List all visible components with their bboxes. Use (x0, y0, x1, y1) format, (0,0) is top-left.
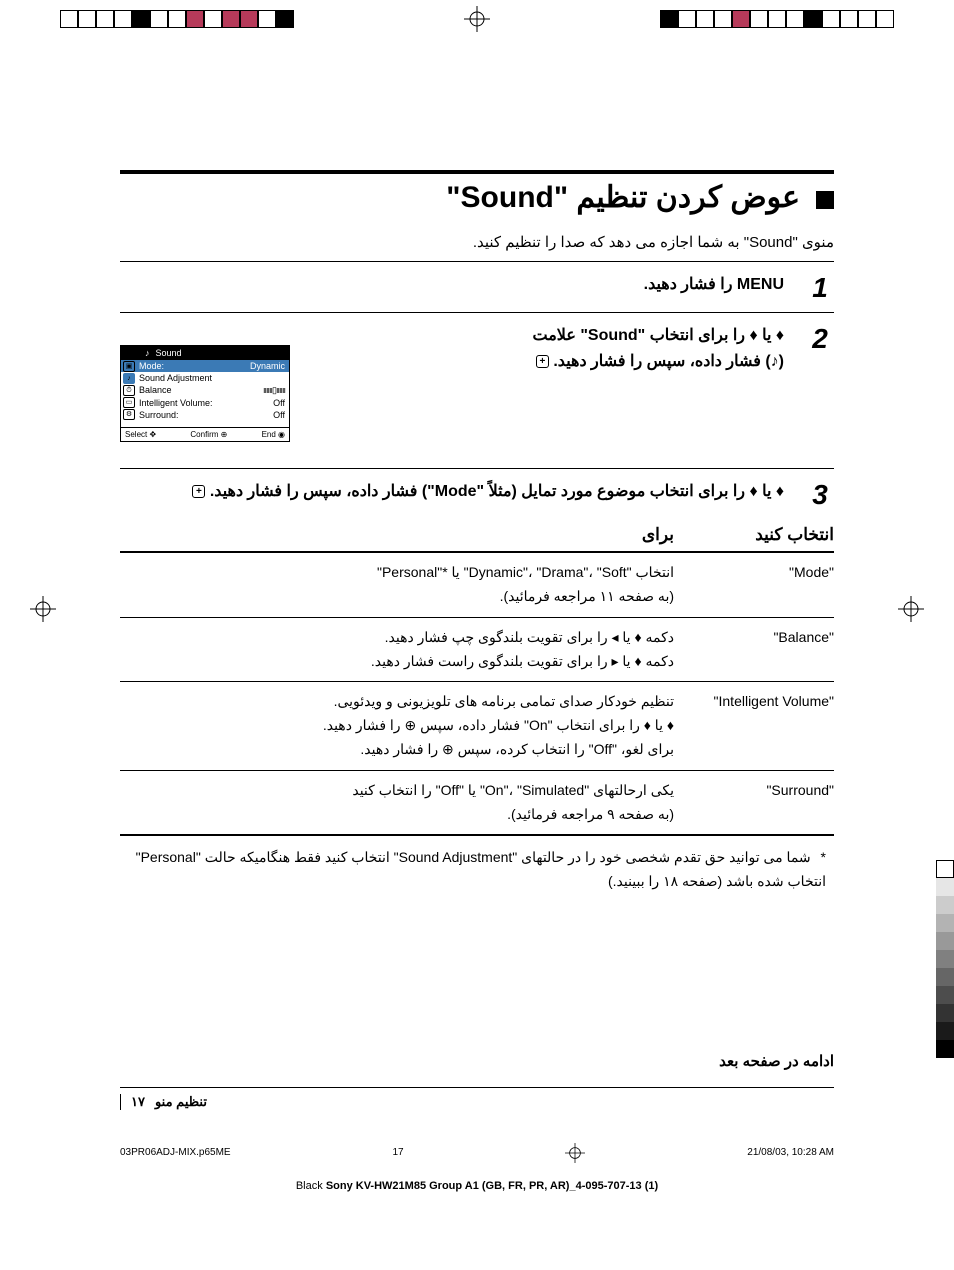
divider (120, 261, 834, 262)
page-content: عوض کردن تنظیم "Sound" منوی "Sound" به ش… (120, 170, 834, 894)
table-cell: تنظیم خودکار صدای تمامی برنامه های تلویز… (120, 690, 674, 761)
registration-mark-right (898, 596, 924, 627)
table-header-cell: برای (120, 525, 674, 545)
table-row: "Mode" انتخاب "Dynamic"، "Drama"، "Soft"… (120, 553, 834, 618)
page-title-row: عوض کردن تنظیم "Sound" (120, 180, 834, 215)
page-number: ۱۷ (120, 1094, 145, 1110)
registration-mark-left (30, 596, 56, 627)
color-bar-right (660, 10, 894, 28)
osd-category-icons: ▣ ♪ ⏱ ▭ ⚙ (123, 360, 137, 421)
footnote: * شما می توانید حق تقدم شخصی خود را در ح… (120, 846, 834, 894)
timer-icon: ⏱ (123, 385, 135, 396)
page-footer: تنظیم منو ۱۷ (120, 1087, 834, 1110)
osd-title: ♪Sound (121, 346, 289, 360)
title-rule (120, 170, 834, 174)
grayscale-strip (936, 860, 954, 1058)
print-meta-row-2: Black Sony KV-HW21M85 Group A1 (GB, FR, … (120, 1180, 834, 1192)
ok-button-icon: + (192, 485, 205, 498)
table-cell: انتخاب "Dynamic"، "Drama"، "Soft" یا *"P… (120, 561, 674, 609)
footnote-text: شما می توانید حق تقدم شخصی خود را در حال… (136, 849, 826, 889)
channel-icon: ▭ (123, 397, 135, 408)
divider (120, 468, 834, 469)
osd-footer: Select ✥ Confirm ⊕ End ◉ (121, 427, 289, 441)
step-text: ♦ یا ♦ را برای انتخاب موضوع مورد تمایل (… (120, 479, 784, 505)
step-3: 3 ♦ یا ♦ را برای انتخاب موضوع مورد تمایل… (120, 479, 834, 511)
table-header: انتخاب کنید برای (120, 525, 834, 553)
picture-icon: ▣ (123, 361, 135, 372)
table-cell: "Intelligent Volume" (674, 690, 834, 761)
continued-label: ادامه در صفحه بعد (719, 1052, 834, 1070)
crop-marks-top (0, 0, 954, 40)
step-number: 2 (806, 323, 834, 355)
step-line: (♪) فشار داده، سپس را فشار دهید. (553, 353, 784, 370)
setup-icon: ⚙ (123, 409, 135, 420)
osd-sound-menu: ▣ ♪ ⏱ ▭ ⚙ ♪Sound Mode:Dynamic Sound Adju… (120, 345, 290, 442)
step-1: 1 MENU را فشار دهید. (120, 272, 834, 304)
step-number: 1 (806, 272, 834, 304)
print-meta-row: 03PR06ADJ-MIX.p65ME 17 21/08/03, 10:28 A… (120, 1147, 834, 1170)
asterisk-icon: * (821, 849, 826, 865)
intro-text: منوی "Sound" به شما اجازه می دهد که صدا … (120, 233, 834, 251)
osd-row: Intelligent Volume:Off (121, 397, 289, 409)
table-cell: یکی ارحالتهای "On"، "Simulated" یا "Off"… (120, 779, 674, 827)
osd-row: Balanceıııııı▯ıııııı (121, 384, 289, 397)
meta-filename: 03PR06ADJ-MIX.p65ME (120, 1147, 231, 1170)
meta-date: 21/08/03, 10:28 AM (747, 1147, 834, 1170)
osd-row: Sound Adjustment (121, 372, 289, 384)
footer-section-label: تنظیم منو (155, 1094, 207, 1110)
registration-mark-top (464, 6, 490, 32)
step-number: 3 (806, 479, 834, 511)
page-title: عوض کردن تنظیم "Sound" (446, 180, 800, 215)
step-line: ♦ یا ♦ را برای انتخاب "Sound" علامت (533, 327, 785, 344)
table-header-cell: انتخاب کنید (674, 525, 834, 545)
table-row: "Surround" یکی ارحالتهای "On"، "Simulate… (120, 771, 834, 837)
registration-mark-bottom (565, 1143, 585, 1163)
divider (120, 312, 834, 313)
settings-table: انتخاب کنید برای "Mode" انتخاب "Dynamic"… (120, 525, 834, 836)
sound-icon: ♪ (123, 373, 135, 384)
table-cell: "Surround" (674, 779, 834, 827)
title-bullet-icon (816, 191, 834, 209)
osd-row: Surround:Off (121, 409, 289, 421)
meta-page: 17 (392, 1147, 403, 1170)
step-text: MENU را فشار دهید. (120, 272, 784, 298)
osd-row: Mode:Dynamic (121, 360, 289, 372)
table-cell: "Mode" (674, 561, 834, 609)
table-row: "Intelligent Volume" تنظیم خودکار صدای ت… (120, 682, 834, 770)
table-cell: "Balance" (674, 626, 834, 674)
table-cell: دکمه ♦ یا ◂ را برای تقویت بلندگوی چپ فشا… (120, 626, 674, 674)
color-bar-left (60, 10, 294, 28)
ok-button-icon: + (536, 355, 549, 368)
table-row: "Balance" دکمه ♦ یا ◂ را برای تقویت بلند… (120, 618, 834, 683)
